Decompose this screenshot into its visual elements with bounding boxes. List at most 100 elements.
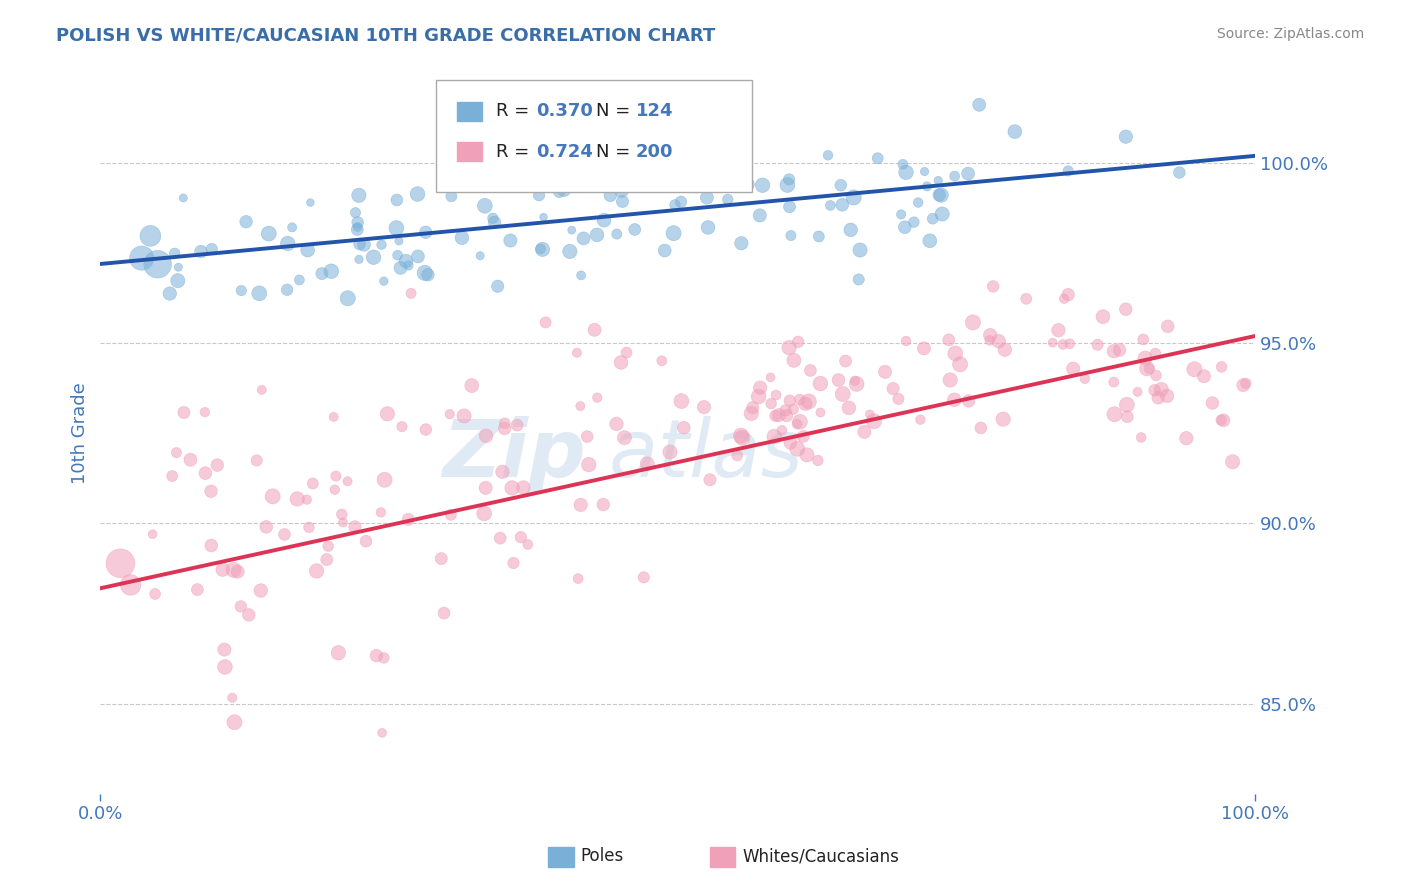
Point: [567, 572, 589, 586]
Point: [789, 392, 811, 407]
Point: [717, 193, 740, 207]
Point: [146, 257, 169, 271]
Point: [453, 409, 475, 423]
Point: [336, 291, 359, 305]
Point: [741, 401, 763, 415]
Point: [396, 259, 419, 273]
Point: [725, 449, 748, 463]
Point: [775, 409, 797, 423]
Point: [179, 452, 201, 467]
Point: [796, 448, 818, 462]
Text: N =: N =: [596, 143, 636, 161]
Point: [353, 237, 375, 252]
Point: [433, 606, 456, 620]
Point: [472, 507, 495, 521]
Point: [186, 582, 208, 597]
Point: [1115, 398, 1137, 412]
Point: [363, 250, 385, 264]
Point: [166, 274, 188, 288]
Point: [662, 226, 685, 240]
Point: [776, 178, 799, 192]
Point: [1115, 129, 1137, 144]
Point: [655, 153, 678, 167]
Point: [599, 188, 621, 202]
Point: [807, 229, 830, 244]
Point: [779, 435, 801, 450]
Point: [929, 188, 952, 202]
Point: [1182, 362, 1205, 376]
Point: [440, 189, 463, 203]
Point: [1074, 372, 1097, 386]
Point: [938, 333, 960, 347]
Point: [1004, 125, 1026, 139]
Point: [315, 552, 337, 566]
Point: [247, 286, 270, 301]
Point: [512, 481, 534, 495]
Point: [887, 392, 910, 406]
Point: [748, 209, 770, 223]
Point: [1201, 396, 1223, 410]
Point: [1015, 292, 1038, 306]
Point: [623, 222, 645, 236]
Text: 124: 124: [636, 103, 673, 120]
Point: [669, 194, 692, 209]
Point: [1052, 337, 1074, 351]
Point: [651, 354, 673, 368]
Text: Whites/Caucasians: Whites/Caucasians: [742, 847, 900, 865]
Point: [346, 215, 368, 229]
Point: [763, 429, 786, 443]
Point: [321, 264, 343, 278]
Point: [120, 578, 142, 592]
Point: [482, 211, 505, 226]
Point: [561, 223, 583, 237]
Point: [586, 227, 609, 242]
Point: [474, 199, 496, 213]
Point: [316, 539, 339, 553]
Point: [1042, 335, 1064, 350]
Point: [214, 642, 236, 657]
Point: [1147, 391, 1170, 405]
Point: [430, 551, 453, 566]
Point: [890, 207, 912, 221]
Point: [325, 469, 347, 483]
Point: [845, 376, 868, 391]
Point: [827, 373, 849, 387]
Point: [288, 273, 311, 287]
Point: [440, 508, 463, 522]
Point: [943, 346, 966, 360]
Point: [730, 428, 752, 442]
Point: [373, 651, 395, 665]
Point: [979, 328, 1001, 343]
Point: [863, 414, 886, 428]
Point: [1156, 389, 1178, 403]
Point: [262, 490, 284, 504]
Point: [696, 191, 718, 205]
Text: R =: R =: [496, 143, 536, 161]
Point: [142, 527, 165, 541]
Point: [297, 243, 319, 257]
Point: [593, 213, 616, 227]
Point: [276, 283, 298, 297]
Point: [1192, 369, 1215, 384]
Point: [347, 252, 370, 267]
Point: [1157, 319, 1180, 334]
Point: [295, 492, 318, 507]
Point: [1132, 333, 1154, 347]
Point: [160, 469, 183, 483]
Point: [786, 417, 808, 431]
Point: [159, 286, 181, 301]
Point: [792, 429, 814, 443]
Point: [849, 243, 872, 257]
Point: [672, 421, 695, 435]
Point: [894, 334, 917, 348]
Point: [165, 445, 187, 459]
Point: [1062, 361, 1084, 376]
Point: [569, 268, 592, 283]
Point: [817, 148, 839, 162]
Point: [1057, 164, 1080, 178]
Point: [810, 405, 832, 419]
Point: [569, 498, 592, 512]
Point: [415, 225, 437, 239]
Point: [1116, 409, 1139, 424]
Point: [853, 425, 876, 439]
